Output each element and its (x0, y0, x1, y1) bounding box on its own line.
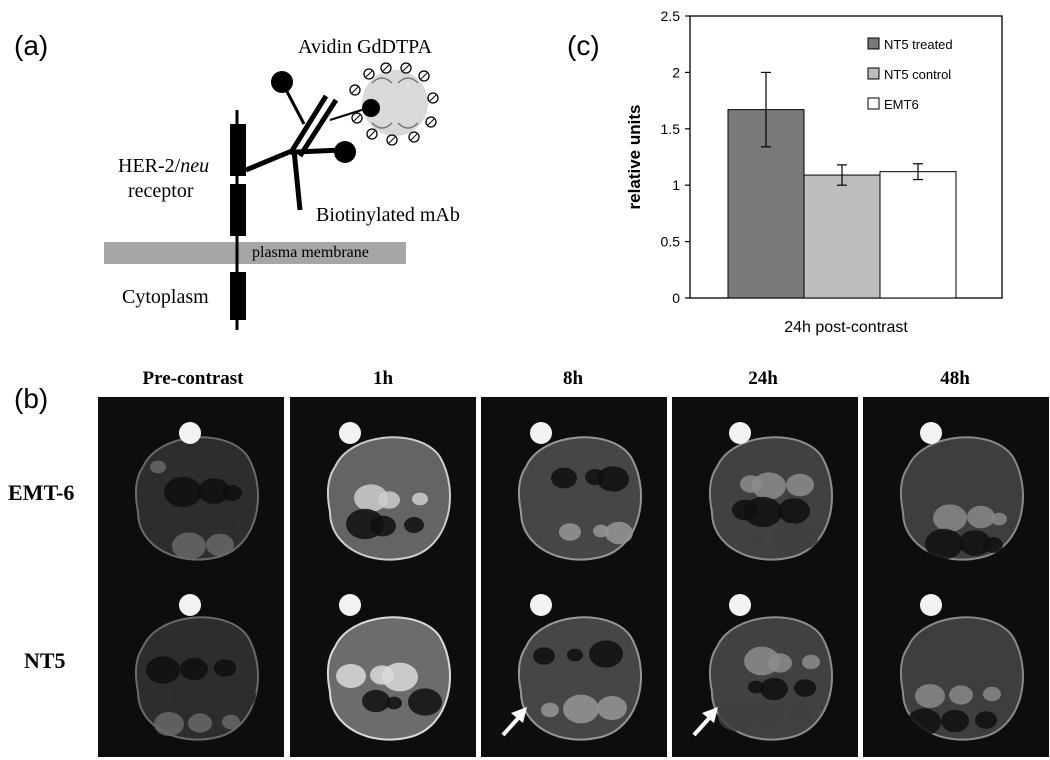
receptor-label-italic: neu (180, 155, 210, 177)
receptor-label-line-1: HER-2/neu (118, 155, 209, 178)
bar-chart: 0 0.5 1 1.5 2 2.5 relative units 24h post-contr… (625, 8, 1003, 336)
reference-marker (729, 594, 751, 616)
column-header-48h: 48h (940, 368, 970, 389)
x-axis-label: 24h post-contrast (784, 319, 908, 336)
mri-image-emt-6-24h (672, 397, 858, 577)
mri-slice-graphic (134, 422, 259, 561)
mri-image-nt5-pre-contrast (98, 577, 284, 757)
column-header-24h: 24h (748, 368, 778, 389)
avidin-label: Avidin GdDTPA (298, 36, 432, 58)
receptor-domain-2 (230, 184, 246, 236)
column-header-8h: 8h (562, 368, 584, 389)
bar-2 (879, 171, 957, 299)
reference-marker (179, 422, 201, 444)
mri-image-nt5-8h (481, 577, 667, 757)
reference-marker (920, 422, 942, 444)
legend-label-0: NT5 treated (884, 37, 953, 52)
y-axis-label: relative units (625, 105, 644, 210)
mri-slice-graphic (692, 594, 833, 741)
biotin-ball-1 (271, 71, 293, 93)
row-header-nt5: NT5 (24, 648, 66, 673)
mri-slice-graphic (517, 422, 642, 561)
mri-slice-graphic (899, 422, 1024, 561)
gd-bead-hatching (351, 64, 437, 144)
mri-slice-graphic (326, 594, 451, 741)
legend-label-2: EMT6 (884, 97, 919, 112)
legend-swatch-0 (867, 37, 880, 50)
reference-marker (729, 422, 751, 444)
y-tick-label: 2 (672, 64, 680, 80)
mri-image-emt-6-8h (481, 397, 667, 577)
antibody-shape (245, 94, 343, 211)
reference-marker (179, 594, 201, 616)
reference-marker (339, 594, 361, 616)
y-tick-label: 1 (672, 177, 680, 193)
mri-image-emt-6-48h (863, 397, 1049, 577)
y-tick-label: 0.5 (661, 234, 681, 250)
biotin-ball-3 (362, 99, 380, 117)
biotin-ball-2 (334, 141, 356, 163)
bar-1 (803, 174, 881, 299)
legend-swatch-1 (867, 67, 880, 80)
y-tick-label: 0 (672, 290, 680, 306)
mri-slice-graphic (501, 594, 642, 741)
column-header-1h: 1h (372, 368, 394, 389)
reference-marker (530, 422, 552, 444)
receptor-diagram (104, 62, 439, 330)
column-header-pre-contrast: Pre-contrast (142, 368, 244, 389)
antibody-label: Biotinylated mAb (316, 204, 460, 226)
legend-swatch-2 (867, 97, 880, 110)
panel-a-letter: (a) (14, 30, 49, 61)
mri-image-emt-6-pre-contrast (98, 397, 284, 577)
cytoplasm-label: Cytoplasm (122, 286, 209, 308)
mri-image-nt5-24h (672, 577, 858, 757)
panel-c-letter: (c) (567, 30, 600, 61)
mri-image-nt5-48h (863, 577, 1049, 757)
receptor-label-line-2: receptor (128, 180, 194, 202)
receptor-domain-3 (230, 272, 246, 320)
mri-slice-graphic (326, 422, 451, 561)
mri-slice-graphic (708, 422, 833, 561)
mri-slice-graphic (134, 594, 259, 741)
receptor-domain-1 (230, 124, 246, 176)
reference-marker (920, 594, 942, 616)
pointer-arrow-icon (692, 707, 718, 737)
panel-b-letter: (b) (14, 383, 49, 414)
reference-marker (339, 422, 361, 444)
legend-label-1: NT5 control (884, 67, 951, 82)
y-tick-label: 2.5 (661, 8, 681, 24)
row-header-emt6: EMT-6 (8, 480, 75, 505)
pointer-arrow-icon (501, 707, 527, 737)
reference-marker (530, 594, 552, 616)
mri-image-nt5-1h (290, 577, 476, 757)
y-tick-label: 1.5 (661, 121, 681, 137)
membrane-label: plasma membrane (252, 244, 369, 261)
avidin-particle (362, 70, 428, 136)
plasma-membrane (104, 242, 406, 264)
mri-slice-graphic (899, 594, 1024, 741)
receptor-label-part-1: HER-2/ (118, 155, 181, 177)
mri-image-emt-6-1h (290, 397, 476, 577)
